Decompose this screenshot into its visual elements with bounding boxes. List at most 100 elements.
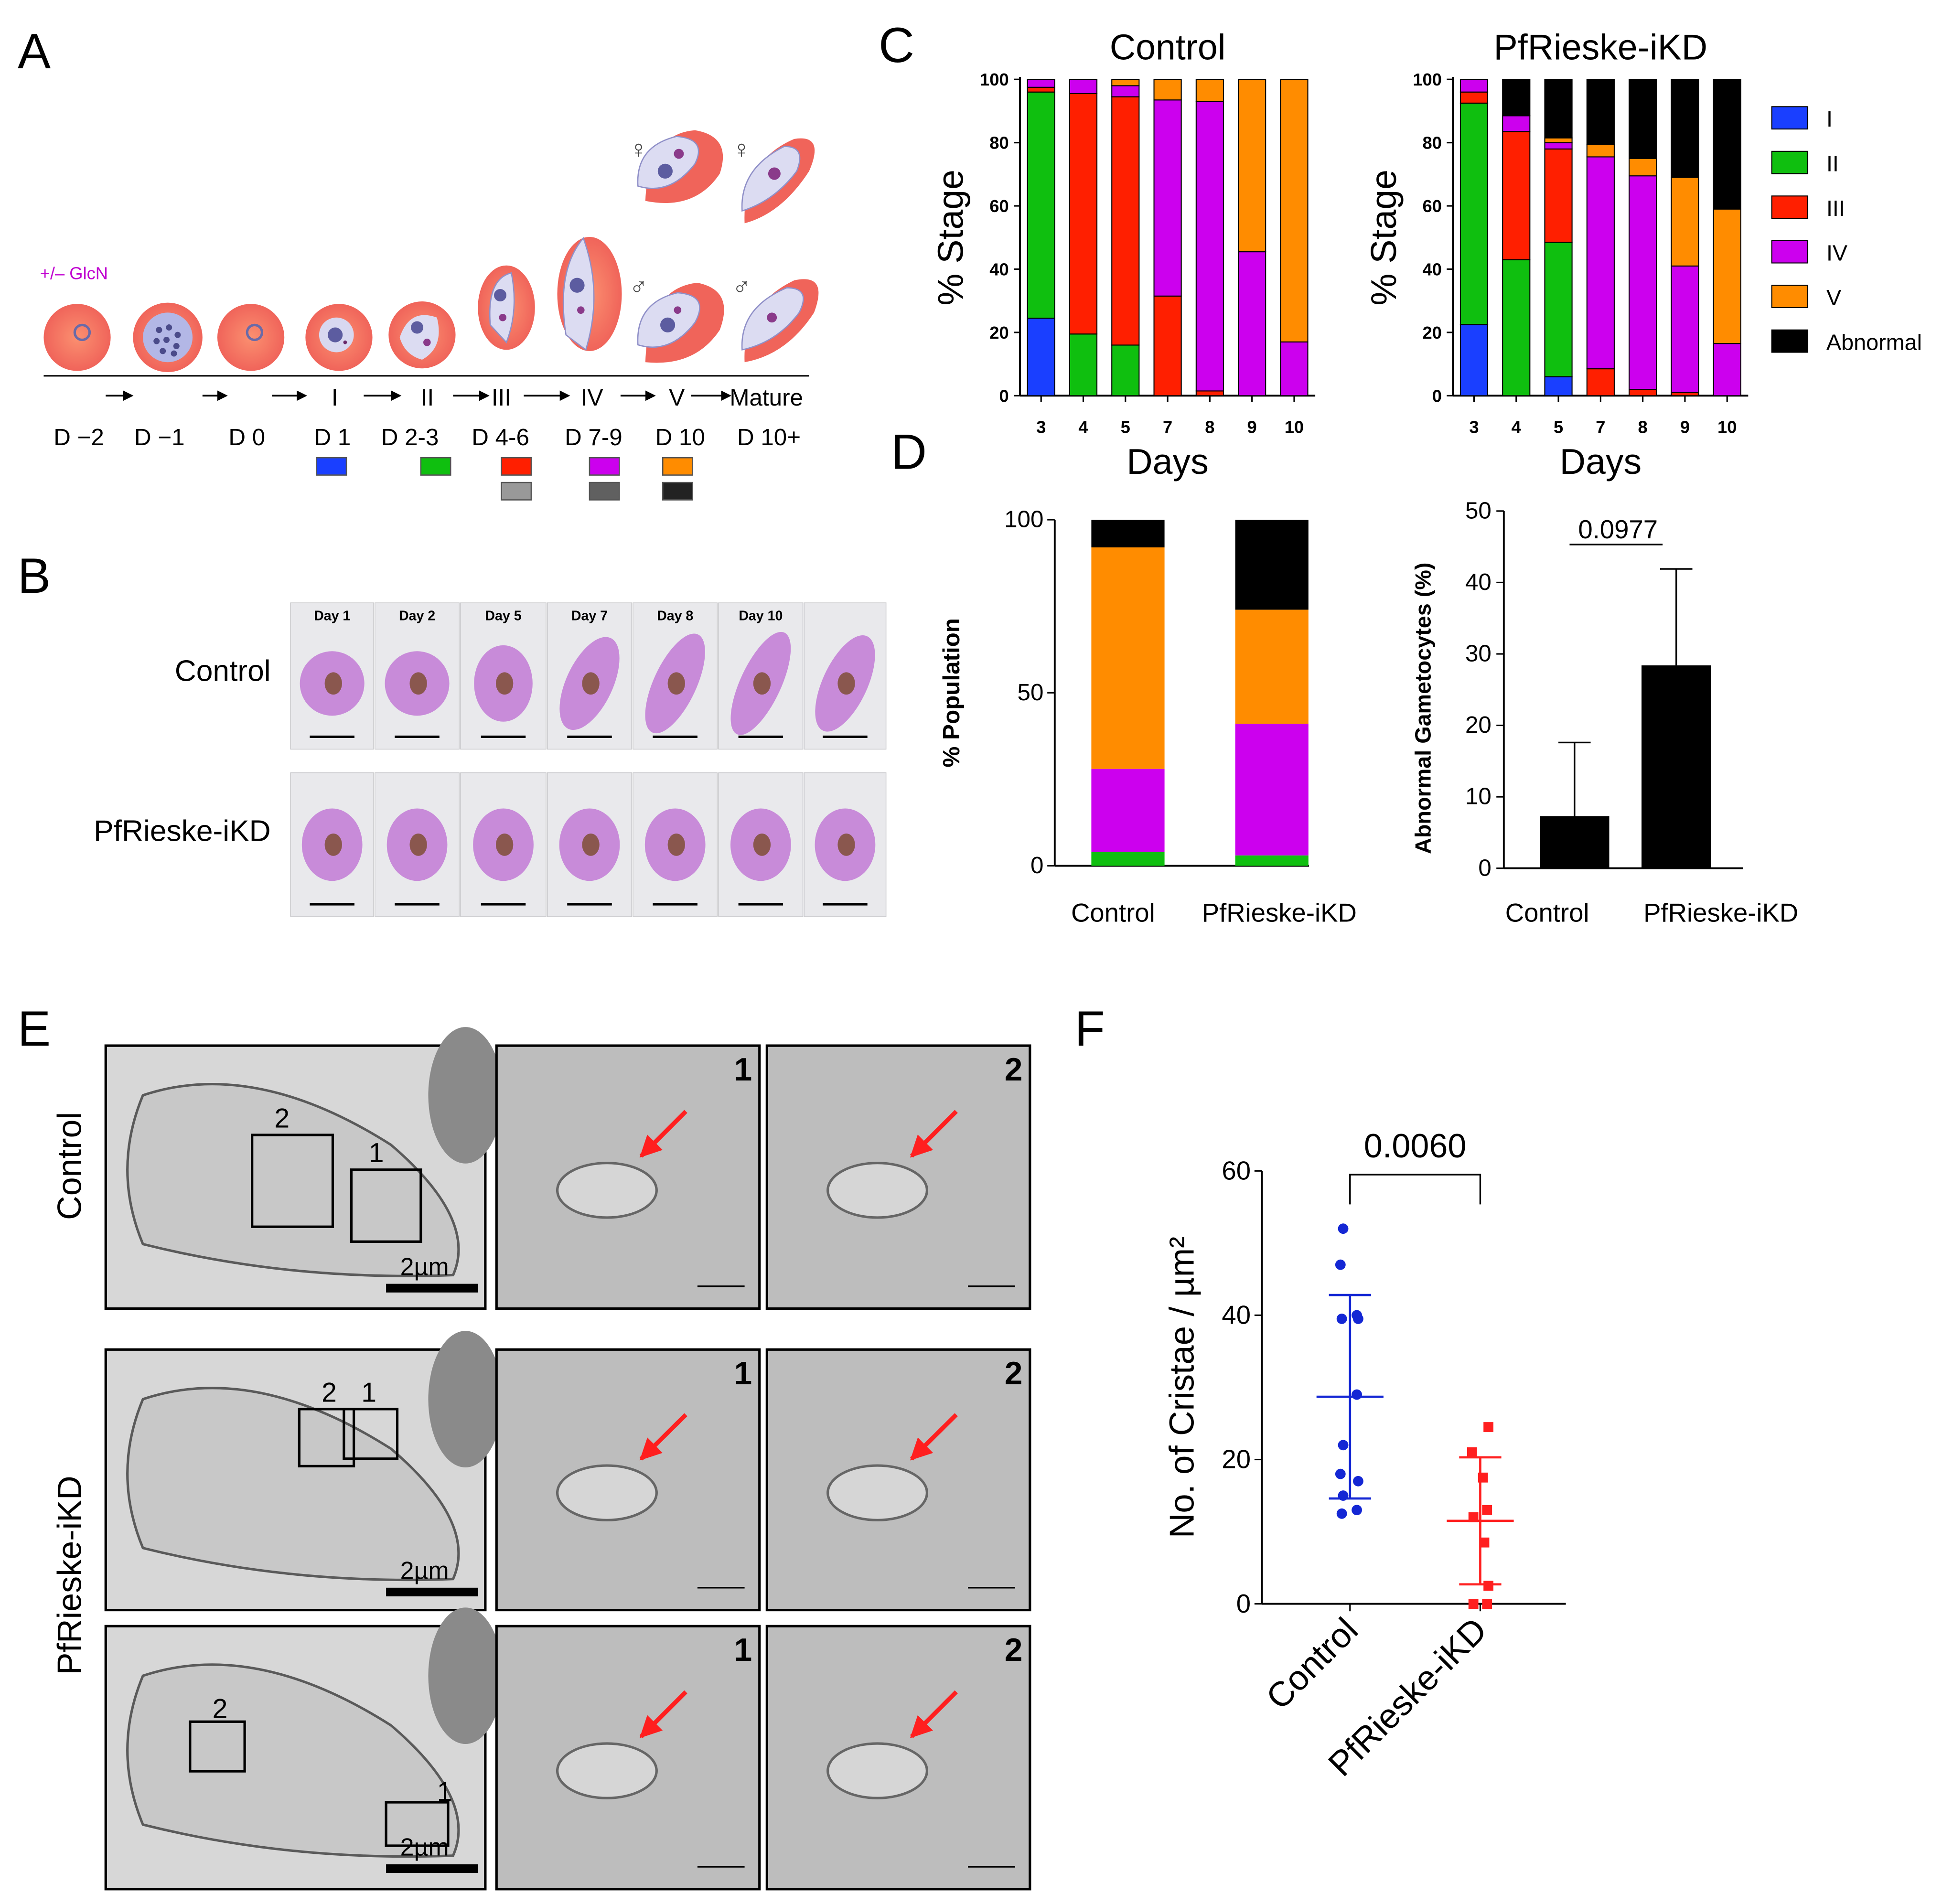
red-arrow <box>639 1110 687 1158</box>
row-label-iKD: PfRieske-iKD <box>51 1476 88 1675</box>
schizont-cell <box>133 302 203 373</box>
bar-segment-v <box>1671 177 1699 267</box>
x-tick-label: 5 <box>1554 417 1563 437</box>
y-tick-label: 100 <box>1413 70 1442 89</box>
x-tick-label: 8 <box>1205 417 1214 437</box>
bar-segment-i <box>1027 318 1055 396</box>
x-tick-label: 7 <box>1163 417 1172 437</box>
data-point-control <box>1353 1476 1363 1487</box>
bar-segment-v <box>1544 137 1573 143</box>
color-key-abnormal-iii <box>501 481 532 501</box>
day-header: Day 7 <box>571 608 608 623</box>
row-label-control: Control <box>175 655 271 688</box>
x-tick-label: 7 <box>1596 417 1605 437</box>
y-tick-label: 30 <box>1465 641 1491 667</box>
chart-title: PfRieske-iKD <box>1493 27 1707 67</box>
ring-stage-cell <box>217 304 285 371</box>
abnormal-gametocytes-chart: 0 10 20 30 40 50 Abnormal Gametocytes (%) Contr… <box>1411 497 1799 927</box>
bar-segment-iv <box>1235 724 1309 856</box>
x-tick-label: 9 <box>1247 417 1257 437</box>
inset-box-label: 1 <box>369 1138 384 1168</box>
bar-segment-ii <box>1544 242 1573 377</box>
inset-box-label: 2 <box>322 1377 337 1408</box>
data-point-control <box>1338 1440 1349 1451</box>
inset-box-2 <box>298 1408 355 1467</box>
y-tick-label: 60 <box>1423 196 1442 216</box>
pigment-granule <box>495 672 514 695</box>
bar-segment-v <box>1713 208 1741 344</box>
parasite-outline <box>126 1082 460 1277</box>
day-label: D 1 <box>314 424 351 450</box>
scale-bar-label: 2µm <box>400 1253 449 1281</box>
scale-bar <box>386 1587 478 1597</box>
data-point-control <box>1353 1314 1363 1324</box>
color-key-i <box>316 457 347 476</box>
x-tick-label: 9 <box>1680 417 1690 437</box>
stage-i-cell <box>305 304 373 371</box>
day-label: D 10 <box>655 424 705 450</box>
stage-v-female-cell <box>637 130 723 203</box>
stage-label: II <box>421 385 434 411</box>
mitochondrion <box>826 1464 929 1521</box>
y-tick-label: 40 <box>1465 569 1491 595</box>
stage-labels: I II III IV V Mature <box>332 385 803 411</box>
stage-iii-cell <box>478 265 535 350</box>
bar-segment-iv <box>1502 115 1531 132</box>
bar-segment-v <box>1091 547 1165 769</box>
male-symbol-v: ♂ <box>629 273 648 301</box>
bar-segment-iv <box>1027 79 1055 88</box>
inset-box-1 <box>350 1168 422 1243</box>
bar-segment-iv <box>1069 79 1098 95</box>
inset-box-label: 2 <box>213 1693 228 1724</box>
bar-segment-ii <box>1091 852 1165 866</box>
day-header: Day 2 <box>399 608 435 623</box>
stage-iv-cell <box>557 236 622 351</box>
day-header: Day 8 <box>657 608 693 623</box>
pigment-granule <box>667 672 685 695</box>
legend-swatch-abnormal <box>1771 329 1809 353</box>
inset-number: 1 <box>734 1632 752 1668</box>
legend-swatch-ii <box>1771 150 1809 174</box>
inset-box-label: 1 <box>437 1776 452 1807</box>
inset-box-label: 2 <box>274 1103 290 1134</box>
data-point-ikd <box>1482 1599 1492 1609</box>
bar-segment-iii <box>1459 91 1489 104</box>
color-key-ii <box>420 457 451 476</box>
stage-label: IV <box>581 385 603 411</box>
x-tick-label: Control <box>1505 898 1589 927</box>
adjacent-rbc <box>428 1607 503 1744</box>
y-tick-label: 0 <box>999 386 1009 406</box>
pigment-granule <box>324 672 342 695</box>
male-symbol-mature: ♂ <box>732 273 751 301</box>
y-tick-label: 20 <box>1423 323 1442 342</box>
inset-number: 2 <box>1005 1632 1023 1668</box>
parasite-stages: ♀ ♂ ♀ ♂ <box>43 130 819 373</box>
mitochondrion <box>826 1742 929 1799</box>
y-tick-label: 40 <box>1423 259 1442 279</box>
bar-segment-ii <box>1459 102 1489 325</box>
bar-segment-iv <box>1153 99 1182 297</box>
y-tick-label: 40 <box>1222 1301 1251 1330</box>
y-tick-label: 80 <box>989 133 1009 153</box>
data-point-control <box>1352 1389 1362 1400</box>
x-tick-label: Control <box>1259 1610 1365 1717</box>
bar-segment-iii <box>1195 390 1224 396</box>
color-key-abnormal-v <box>662 481 693 501</box>
bar-segment-iii <box>1502 131 1531 260</box>
inset-number: 1 <box>734 1356 752 1391</box>
legend-swatch-i <box>1771 106 1809 130</box>
bar-segment-ii <box>1235 855 1309 866</box>
bar <box>1540 816 1609 868</box>
y-tick-label: 20 <box>1465 712 1491 738</box>
legend-label: I <box>1826 107 1833 131</box>
bar-segment-v <box>1235 610 1309 724</box>
x-axis-label: Days <box>1560 441 1642 481</box>
bar-segment-iv <box>1111 85 1140 97</box>
data-point-ikd <box>1482 1505 1492 1515</box>
y-tick-label: 0 <box>1030 852 1043 878</box>
data-point-control <box>1336 1314 1347 1324</box>
